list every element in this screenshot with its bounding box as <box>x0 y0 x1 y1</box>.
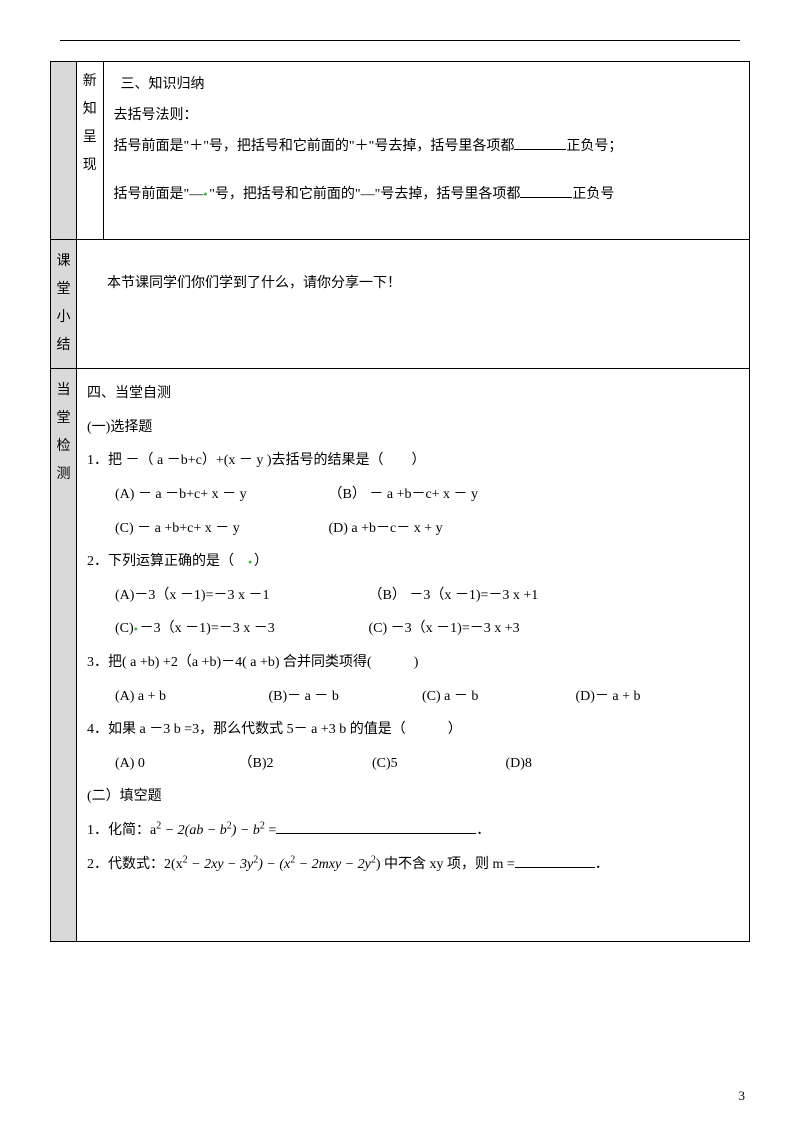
summary-text: 本节课同学们你们学到了什么，请你分享一下！ <box>107 276 401 291</box>
q1-opts-1: (A) － a －b+c+ x － y （B） － a +b－c+ x － y <box>87 478 739 512</box>
test-content: 四、当堂自测 (一)选择题 1．把 －（ a －b+c）+(x － y )去括号… <box>77 369 750 942</box>
row-test: 当堂 检测 四、当堂自测 (一)选择题 1．把 －（ a －b+c）+(x － … <box>51 369 750 942</box>
q1b: （B） － a +b－c+ x － y <box>329 478 479 512</box>
row1-line3: 括号前面是"—●"号，把括号和它前面的"—"号去掉，括号里各项都正负号 <box>114 180 740 211</box>
row1-line2b: 正负号； <box>566 139 622 154</box>
q3c: (C) a － b <box>422 680 572 714</box>
q2a: (A)－3（x －1)=－3 x －1 <box>115 579 365 613</box>
row1-line2: 括号前面是"＋"号，把括号和它前面的"＋"号去掉，括号里各项都 正负号； <box>114 132 740 163</box>
q1-opts-2: (C) － a +b+c+ x － y (D) a +b－c－ x + y <box>87 512 739 546</box>
q2-opts-1: (A)－3（x －1)=－3 x －1 （B） －3（x －1)=－3 x +1 <box>87 579 739 613</box>
q1d: (D) a +b－c－ x + y <box>329 512 443 546</box>
side-label-test: 当堂 检测 <box>51 369 77 942</box>
blank-1 <box>514 136 566 150</box>
sub-side-label: 新 知 呈 现 <box>77 62 103 239</box>
row1-line1: 去括号法则： <box>114 101 740 132</box>
main-content-table: 新 知 呈 现 三、知识归纳 去括号法则： 括号前面是"＋"号，把括号和它前面的… <box>50 61 750 942</box>
fill-heading: (二）填空题 <box>87 780 739 814</box>
q3a: (A) a + b <box>115 680 265 714</box>
blank-f2 <box>515 854 595 868</box>
test-choice-heading: (一)选择题 <box>87 411 739 445</box>
f1: 1．化简：a2 − 2(ab − b2) − b2 =． <box>87 814 739 848</box>
row1-line3a: 括号前面是"— <box>114 187 204 202</box>
blank-2 <box>520 184 572 198</box>
q4d: (D)8 <box>506 747 532 781</box>
q4b: （B)2 <box>239 747 369 781</box>
q1: 1．把 －（ a －b+c）+(x － y )去括号的结果是（ ） <box>87 444 739 478</box>
q2c: (C)●－3（x －1)=－3 x －3 <box>115 612 365 646</box>
q3-opts: (A) a + b (B)－ a － b (C) a － b (D)－ a + … <box>87 680 739 714</box>
q4a: (A) 0 <box>115 747 235 781</box>
side-label-summary: 课堂 小结 <box>51 240 77 369</box>
row1-line3c: 正负号 <box>572 187 614 202</box>
q4: 4．如果 a －3 b =3，那么代数式 5－ a +3 b 的值是（ ） <box>87 713 739 747</box>
q4c: (C)5 <box>372 747 502 781</box>
q2-opts-2: (C)●－3（x －1)=－3 x －3 (C) －3（x －1)=－3 x +… <box>87 612 739 646</box>
blank-f1 <box>276 820 476 834</box>
q1a: (A) － a －b+c+ x － y <box>115 478 325 512</box>
row1-content: 三、知识归纳 去括号法则： 括号前面是"＋"号，把括号和它前面的"＋"号去掉，括… <box>103 62 749 239</box>
top-rule <box>60 40 740 41</box>
q3d: (D)－ a + b <box>576 680 641 714</box>
row-new-knowledge: 新 知 呈 现 三、知识归纳 去括号法则： 括号前面是"＋"号，把括号和它前面的… <box>51 62 750 240</box>
q3: 3．把( a +b) +2（a +b)－4( a +b) 合并同类项得( ) <box>87 646 739 680</box>
side-label-blank <box>51 62 77 240</box>
page-number: 3 <box>739 1088 746 1104</box>
q2: 2．下列运算正确的是（ ●） <box>87 545 739 579</box>
q2d: (C) －3（x －1)=－3 x +3 <box>369 612 520 646</box>
row1-line2a: 括号前面是"＋"号，把括号和它前面的"＋"号去掉，括号里各项都 <box>114 139 515 154</box>
q4-opts: (A) 0 （B)2 (C)5 (D)8 <box>87 747 739 781</box>
summary-content: 本节课同学们你们学到了什么，请你分享一下！ <box>77 240 750 369</box>
test-heading: 四、当堂自测 <box>87 377 739 411</box>
q1c: (C) － a +b+c+ x － y <box>115 512 325 546</box>
q3b: (B)－ a － b <box>269 680 419 714</box>
f2: 2．代数式：2(x2 − 2xy − 3y2) − (x2 − 2mxy − 2… <box>87 848 739 882</box>
row1-line3b: "号，把括号和它前面的"—"号去掉，括号里各项都 <box>209 187 520 202</box>
row-summary: 课堂 小结 本节课同学们你们学到了什么，请你分享一下！ <box>51 240 750 369</box>
row1-body: 新 知 呈 现 三、知识归纳 去括号法则： 括号前面是"＋"号，把括号和它前面的… <box>77 62 750 240</box>
q2b: （B） －3（x －1)=－3 x +1 <box>369 579 539 613</box>
row1-title: 三、知识归纳 <box>114 70 740 101</box>
